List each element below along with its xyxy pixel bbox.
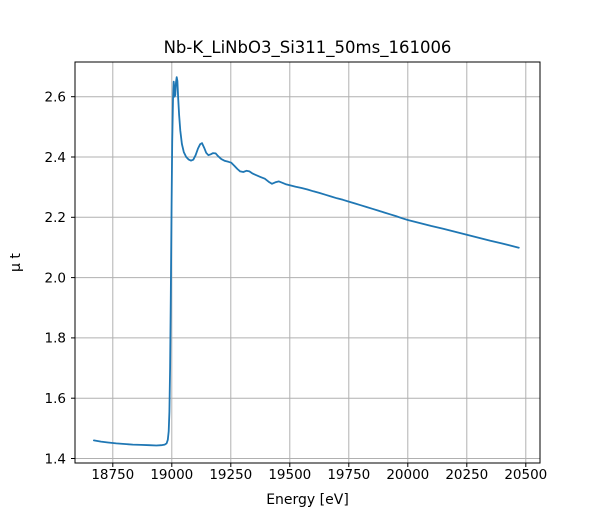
x-tick-label: 19500 — [268, 467, 311, 483]
x-tick-label: 19250 — [209, 467, 252, 483]
y-tick-label: 1.8 — [45, 331, 66, 347]
y-tick-label: 1.4 — [45, 451, 66, 467]
data-line-mu-t — [93, 76, 520, 447]
y-tick-label: 1.6 — [45, 391, 66, 407]
y-axis-label: μ t — [8, 253, 24, 272]
tick-labels: 18750 19000 19250 19500 19750 20000 20250 20500… — [45, 90, 548, 484]
plot-frame — [74, 61, 541, 464]
tick-marks — [71, 96, 527, 467]
y-tick-label: 2.6 — [45, 90, 66, 106]
y-tick-label: 2.4 — [45, 150, 66, 166]
y-tick-label: 2.0 — [45, 270, 66, 286]
x-tick-label: 20000 — [386, 467, 429, 483]
x-tick-label: 20250 — [445, 467, 488, 483]
x-tick-label: 20500 — [504, 467, 547, 483]
chart-title: Nb-K_LiNbO3_Si311_50ms_161006 — [164, 38, 452, 58]
y-tick-label: 2.2 — [45, 210, 66, 226]
x-axis-label: Energy [eV] — [266, 492, 349, 508]
gridlines — [75, 62, 540, 463]
x-tick-label: 19000 — [150, 467, 193, 483]
x-tick-label: 18750 — [91, 467, 134, 483]
x-tick-label: 19750 — [327, 467, 370, 483]
